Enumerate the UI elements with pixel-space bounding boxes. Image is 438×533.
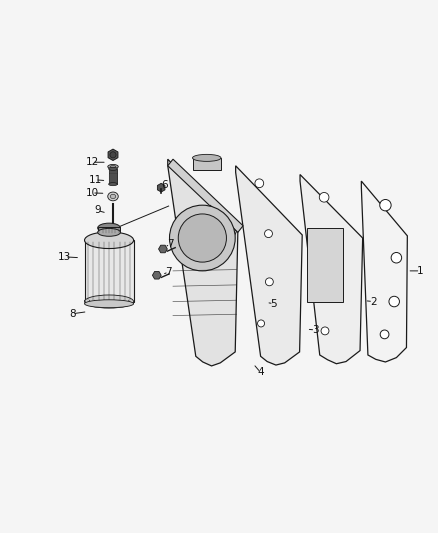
Polygon shape [168, 159, 243, 232]
Circle shape [380, 199, 391, 211]
Circle shape [321, 327, 329, 335]
Circle shape [329, 287, 338, 296]
Text: 12: 12 [85, 157, 99, 167]
Circle shape [178, 214, 226, 262]
Polygon shape [168, 159, 238, 366]
Ellipse shape [109, 167, 117, 171]
Text: 7: 7 [165, 266, 172, 277]
Text: 2: 2 [370, 296, 377, 306]
Bar [85, 240, 134, 302]
Text: 7: 7 [166, 239, 173, 249]
Polygon shape [361, 181, 407, 362]
Circle shape [380, 330, 389, 339]
Ellipse shape [108, 165, 118, 169]
Circle shape [265, 278, 273, 286]
Ellipse shape [98, 229, 120, 236]
Circle shape [265, 230, 272, 238]
Ellipse shape [110, 166, 116, 168]
Text: 10: 10 [85, 188, 99, 198]
Circle shape [328, 241, 337, 250]
Circle shape [391, 253, 402, 263]
Ellipse shape [98, 223, 120, 233]
Text: 9: 9 [94, 205, 101, 215]
Circle shape [255, 179, 264, 188]
Ellipse shape [108, 192, 118, 201]
Polygon shape [300, 174, 363, 364]
Ellipse shape [85, 232, 134, 248]
Ellipse shape [109, 183, 117, 185]
Ellipse shape [192, 155, 221, 161]
Ellipse shape [110, 194, 116, 199]
Bar [307, 228, 343, 302]
Ellipse shape [110, 152, 116, 158]
Circle shape [170, 205, 235, 271]
Text: 3: 3 [312, 325, 319, 335]
Bar [109, 169, 117, 184]
Text: 6: 6 [161, 181, 168, 190]
Bar [98, 227, 120, 232]
Text: 13: 13 [58, 252, 71, 262]
Ellipse shape [85, 300, 134, 308]
Circle shape [389, 296, 399, 307]
Polygon shape [208, 205, 237, 236]
Polygon shape [236, 166, 302, 365]
Circle shape [258, 320, 265, 327]
Text: 8: 8 [69, 309, 76, 319]
Text: 1: 1 [417, 266, 424, 276]
Circle shape [319, 192, 329, 202]
Bar [193, 158, 221, 170]
Ellipse shape [85, 295, 134, 308]
Text: 5: 5 [270, 298, 277, 309]
Text: 11: 11 [88, 175, 102, 185]
Text: 4: 4 [257, 367, 264, 377]
